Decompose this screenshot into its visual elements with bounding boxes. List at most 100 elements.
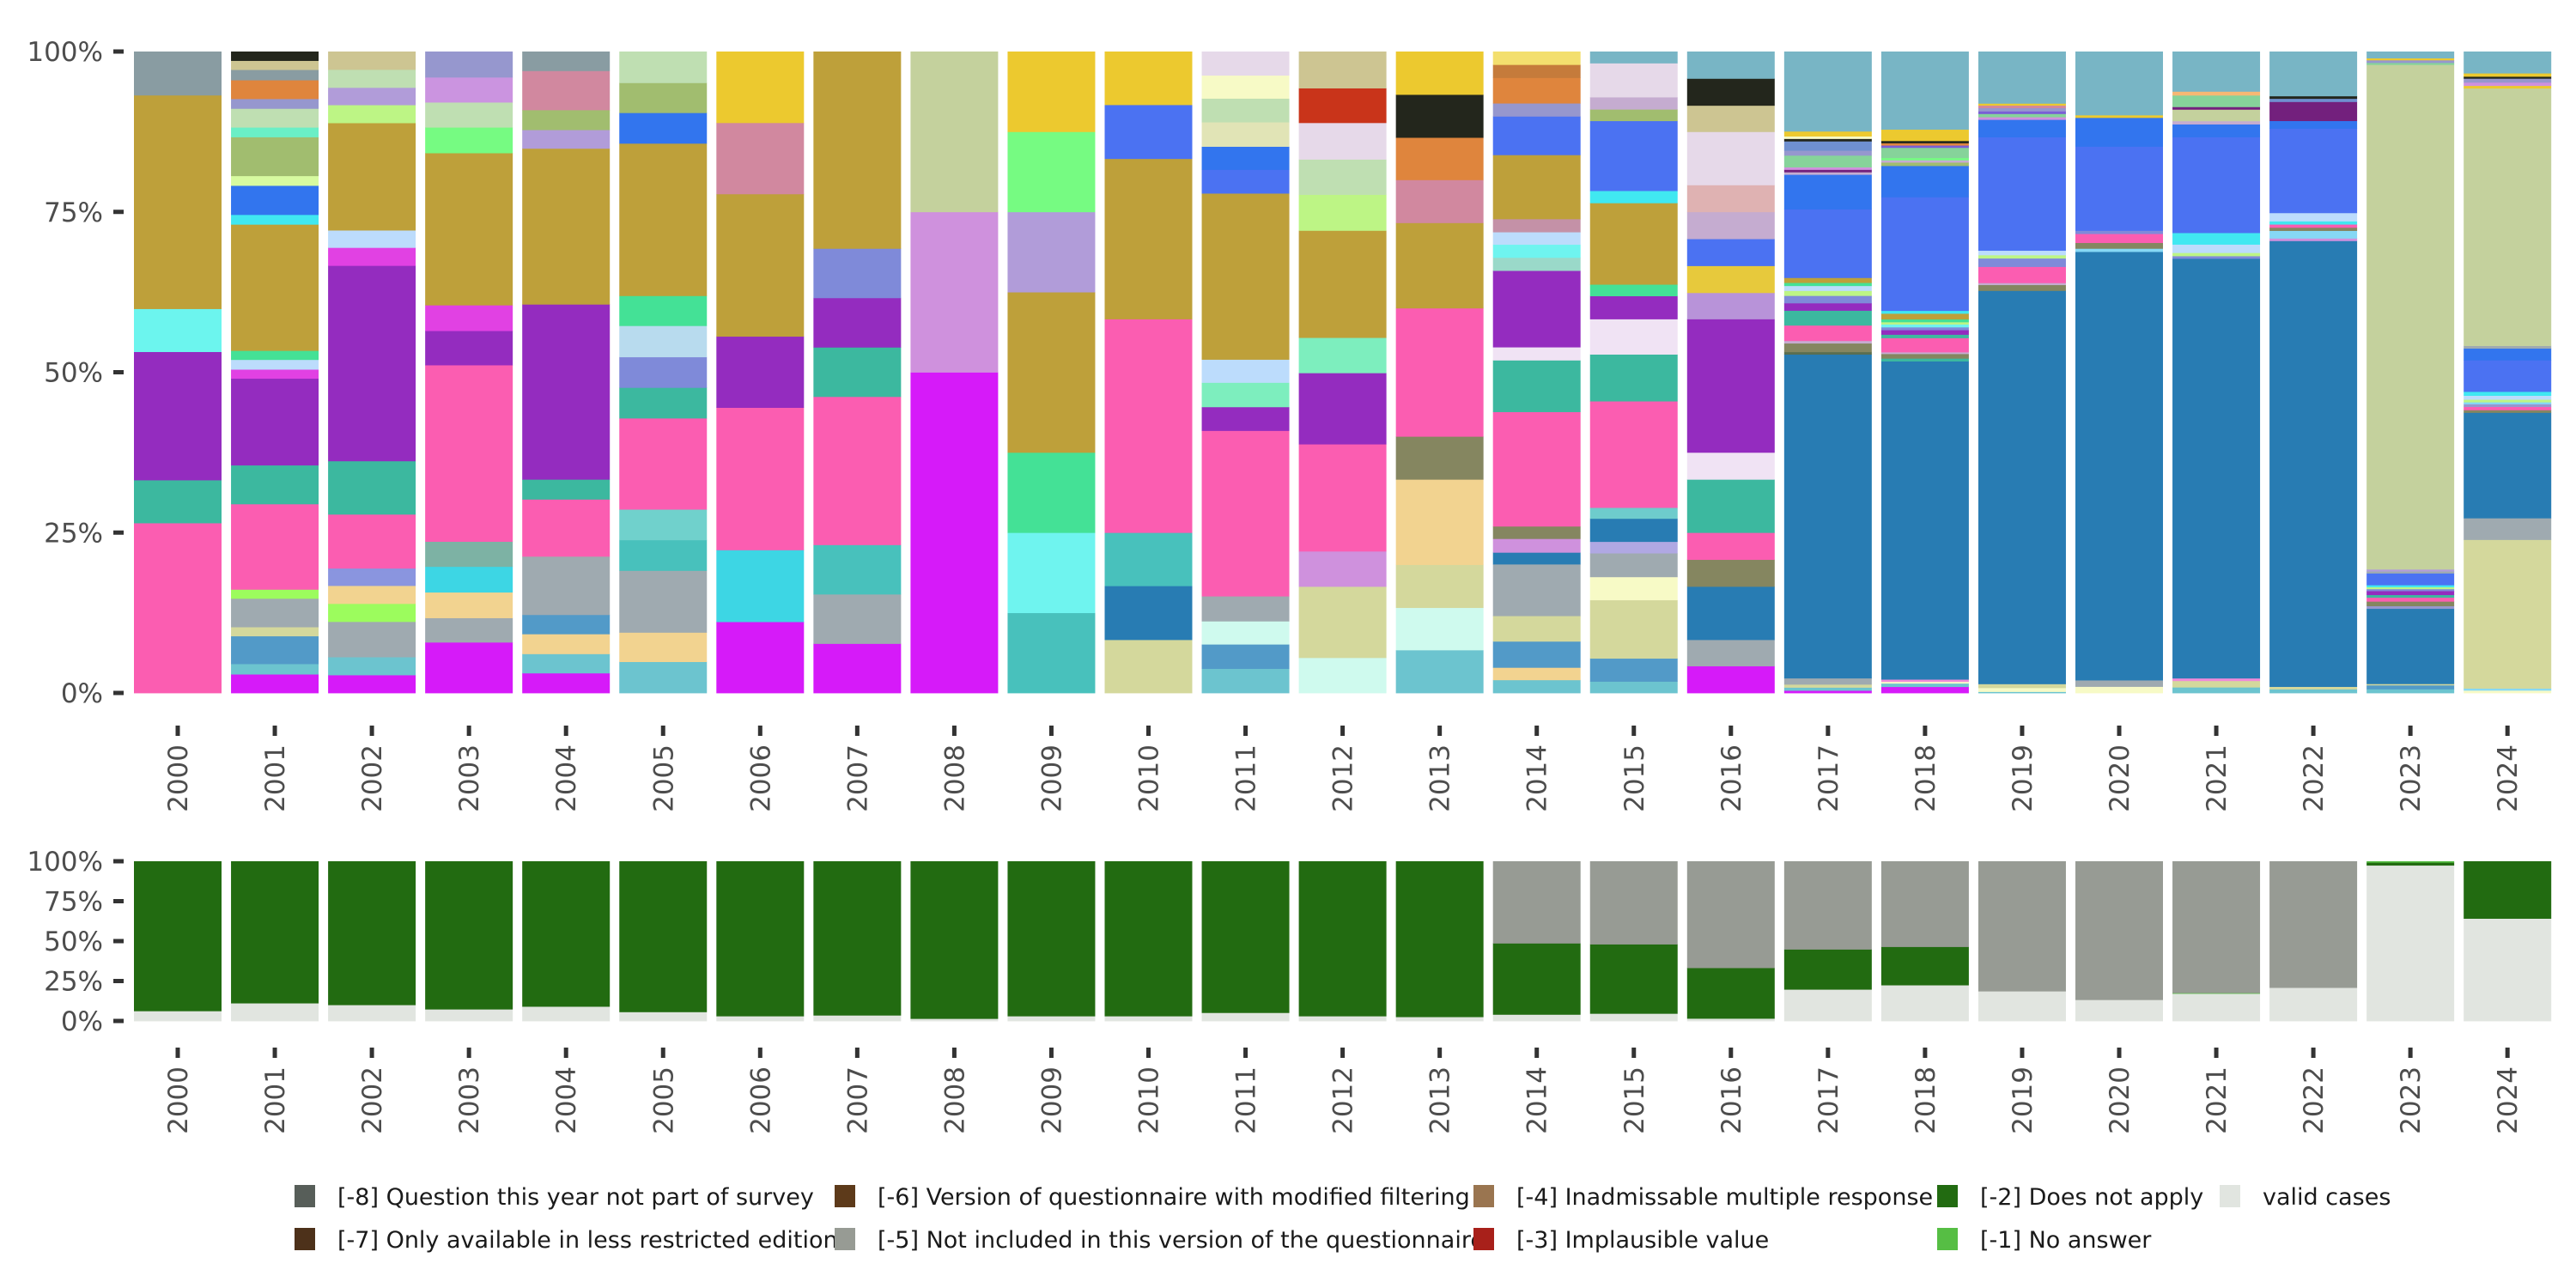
bottom-x-tick-label: 2010 xyxy=(1134,1066,1165,1134)
bar-segment xyxy=(2366,62,2455,65)
bar-segment-valid-cases xyxy=(425,1009,513,1022)
top-x-tick-label: 2016 xyxy=(1716,744,1747,812)
bar-segment xyxy=(1589,518,1678,543)
bar-segment xyxy=(425,365,513,543)
bar-2007 xyxy=(813,861,902,1022)
bar-segment xyxy=(231,70,319,81)
bar-2009 xyxy=(1007,52,1096,694)
bar-segment xyxy=(1783,167,1872,170)
bar-segment xyxy=(2075,234,2163,244)
bar-segment xyxy=(1492,679,1581,694)
bar-segment xyxy=(1104,52,1193,106)
bar-segment xyxy=(1783,340,1872,344)
legend-swatch xyxy=(835,1185,855,1207)
bar-segment xyxy=(1492,52,1581,65)
bar-segment xyxy=(1880,313,1969,320)
bar-segment xyxy=(328,123,416,231)
bar-2018 xyxy=(1880,861,1969,1022)
legend-swatch xyxy=(835,1228,855,1250)
bar-segment xyxy=(231,503,319,590)
bar-segment xyxy=(813,396,902,545)
bar-segment-5-not-included-in-this-version-of-the-questionnaire xyxy=(1880,861,1969,947)
bottom-x-tick-label: 2005 xyxy=(648,1066,679,1134)
bar-segment xyxy=(2366,585,2455,587)
bar-segment xyxy=(1395,137,1484,180)
bar-segment xyxy=(1880,326,1969,331)
bar-segment-2-does-not-apply xyxy=(328,861,416,1005)
bar-segment xyxy=(813,347,902,398)
bar-segment xyxy=(1880,319,1969,323)
bar-segment xyxy=(2172,677,2261,682)
bar-segment-2-does-not-apply xyxy=(813,861,902,1016)
top-x-tick-label: 2006 xyxy=(745,744,776,812)
bar-segment xyxy=(231,359,319,370)
bar-segment xyxy=(1104,639,1193,694)
bar-segment xyxy=(1104,105,1193,160)
bar-segment xyxy=(1492,552,1581,565)
legend-swatch xyxy=(1473,1228,1494,1250)
bar-2008 xyxy=(910,861,999,1022)
legend-item: [-3] Implausible value xyxy=(1473,1227,1769,1254)
bar-segment-2-does-not-apply xyxy=(134,861,222,1012)
bar-2004 xyxy=(522,861,611,1022)
bar-2013 xyxy=(1395,861,1484,1022)
bar-segment xyxy=(1298,550,1387,587)
top-y-tick-label: 50% xyxy=(44,358,103,389)
bottom-x-tick-mark xyxy=(1048,1048,1054,1058)
bar-segment xyxy=(2075,117,2163,147)
bar-segment xyxy=(2366,591,2455,596)
bottom-x-tick-label: 2018 xyxy=(1911,1066,1941,1134)
bar-segment xyxy=(1880,162,1969,167)
bar-segment xyxy=(2075,686,2163,694)
bar-segment-valid-cases xyxy=(328,1005,416,1022)
bar-2002 xyxy=(328,52,416,694)
bar-segment xyxy=(619,387,708,419)
bar-2013 xyxy=(1395,52,1484,694)
bar-segment xyxy=(619,417,708,510)
bar-segment xyxy=(2172,256,2261,259)
bar-segment xyxy=(2366,601,2455,607)
top-x-tick-label: 2021 xyxy=(2202,744,2233,812)
bar-segment xyxy=(1492,641,1581,668)
bar-segment xyxy=(231,664,319,675)
bar-segment xyxy=(1880,52,1969,131)
top-x-tick-label: 2010 xyxy=(1134,744,1165,812)
top-x-tick-label: 2013 xyxy=(1425,744,1456,812)
bar-segment xyxy=(2366,52,2455,59)
bar-2023 xyxy=(2366,52,2455,694)
bottom-x-tick-mark xyxy=(369,1048,374,1058)
bar-segment xyxy=(2172,91,2261,96)
bar-segment xyxy=(1783,277,1872,283)
bar-segment xyxy=(2464,348,2552,361)
bottom-x-tick-label: 2022 xyxy=(2299,1066,2330,1134)
top-x-tick-mark xyxy=(272,726,277,736)
bottom-x-tick-label: 2001 xyxy=(260,1066,291,1134)
bar-segment xyxy=(134,351,222,481)
bar-segment xyxy=(1201,621,1290,645)
legend-swatch xyxy=(295,1185,315,1207)
bar-segment xyxy=(2366,689,2455,694)
bar-segment xyxy=(910,211,999,373)
bar-segment xyxy=(1783,325,1872,342)
bar-segment xyxy=(1104,319,1193,533)
bar-segment xyxy=(231,60,319,70)
bar-segment-2-does-not-apply xyxy=(1104,861,1193,1017)
bar-segment-5-not-included-in-this-version-of-the-questionnaire xyxy=(1686,861,1775,969)
legend-item: [-1] No answer xyxy=(1937,1227,2152,1254)
top-x-tick-mark xyxy=(369,726,374,736)
bar-2010 xyxy=(1104,861,1193,1022)
bar-segment xyxy=(328,460,416,515)
top-x-tick-label: 2019 xyxy=(2008,744,2038,812)
bottom-x-tick-label: 2021 xyxy=(2202,1066,2233,1134)
bar-2016 xyxy=(1686,52,1775,694)
bottom-x-tick-mark xyxy=(1243,1048,1249,1058)
bar-2001 xyxy=(231,52,319,694)
bar-segment xyxy=(2269,238,2358,241)
bar-segment xyxy=(1589,191,1678,204)
top-y-tick-label: 25% xyxy=(44,518,103,549)
legend-swatch xyxy=(295,1228,315,1250)
top-y-tick-mark xyxy=(113,530,124,535)
bar-segment xyxy=(1880,310,1969,314)
bar-segment xyxy=(2172,687,2261,694)
